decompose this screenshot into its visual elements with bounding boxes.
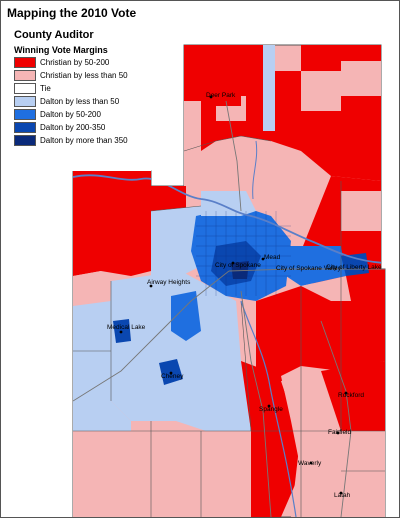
legend-swatch <box>14 109 36 120</box>
highway-north <box>225 100 242 212</box>
label-mead: Mead <box>264 254 281 261</box>
little-spokane-river <box>252 140 258 200</box>
legend-label: Dalton by less than 50 <box>40 97 120 106</box>
cheney-marker <box>169 371 173 375</box>
label-cheney: Cheney <box>161 373 184 380</box>
legend-swatch <box>14 70 36 81</box>
spangle-marker <box>267 404 271 408</box>
region-north-dalton-strip <box>263 45 275 131</box>
region-north-pink-4 <box>341 61 381 96</box>
label-city-of-spokane: City of Spokane <box>215 262 261 269</box>
highway-i90-west <box>73 270 230 402</box>
label-fairfield: Fairfield <box>328 429 352 436</box>
spokane-marker <box>231 261 235 265</box>
label-rockford: Rockford <box>338 392 364 399</box>
region-west-pink <box>73 271 111 306</box>
region-southeast-christian <box>321 361 385 431</box>
label-liberty-lake: City of Liberty Lake <box>326 264 382 271</box>
region-medical-lake <box>113 319 131 343</box>
label-medical-lake: Medical Lake <box>107 324 146 331</box>
deer-park-marker <box>209 95 213 99</box>
airway-heights-marker <box>149 284 153 288</box>
label-deer-park: Deer Park <box>206 92 236 99</box>
label-spokane-valley: City of Spokane Valley <box>276 265 342 272</box>
medical-lake-marker <box>119 330 123 334</box>
label-spangle: Spangle <box>259 406 283 413</box>
region-south-pink-2 <box>281 376 331 426</box>
region-west-plains-dalton <box>109 271 251 431</box>
spokane-river <box>73 174 385 264</box>
legend-label: Dalton by 50-200 <box>40 110 101 119</box>
waverly-marker <box>309 461 313 465</box>
region-spokane-valley <box>286 246 346 286</box>
legend-label: Christian by 50-200 <box>40 58 110 67</box>
region-liberty-lake <box>341 253 369 276</box>
region-southeast-pink <box>291 431 385 517</box>
latah-marker <box>339 491 343 495</box>
region-south-christian-2 <box>241 361 301 517</box>
region-southwest-dalton <box>73 301 131 431</box>
region-south-pink <box>73 431 251 517</box>
legend-header: Winning Vote Margins <box>14 45 108 55</box>
legend-label: Dalton by more than 350 <box>40 136 128 145</box>
legend-panel: Mapping the 2010 Vote County Auditor Win… <box>1 1 151 171</box>
highway-i90-east <box>228 268 385 272</box>
region-spokane-darker-2 <box>231 261 249 279</box>
label-latah: Latah <box>334 492 351 499</box>
legend-swatch <box>14 83 36 94</box>
region-south-christian-1 <box>256 286 385 381</box>
label-waverly: Waverly <box>298 460 322 467</box>
label-airway-heights: Airway Heights <box>147 279 191 286</box>
race-name: County Auditor <box>14 29 94 41</box>
region-east-pink <box>341 191 381 231</box>
fairfield-marker <box>336 431 340 435</box>
legend-label: Dalton by 200-350 <box>40 123 106 132</box>
legend-swatch <box>14 57 36 68</box>
highway-southeast <box>320 320 352 517</box>
region-north-pink-2 <box>301 71 341 111</box>
region-north-spokane-lightblue <box>201 191 256 216</box>
region-north-pink-3 <box>184 101 201 186</box>
region-southwest-small-dalton <box>171 291 201 341</box>
region-deer-park <box>206 86 241 106</box>
legend-swatch <box>14 135 36 146</box>
latah-creek <box>240 300 297 517</box>
legend-label: Christian by less than 50 <box>40 71 128 80</box>
highway-195 <box>240 290 272 517</box>
legend-label: Tie <box>40 84 51 93</box>
map-title: Mapping the 2010 Vote <box>7 6 137 20</box>
legend-swatch <box>14 122 36 133</box>
mead-marker <box>261 257 265 261</box>
legend-swatch <box>14 96 36 107</box>
rockford-marker <box>344 391 348 395</box>
